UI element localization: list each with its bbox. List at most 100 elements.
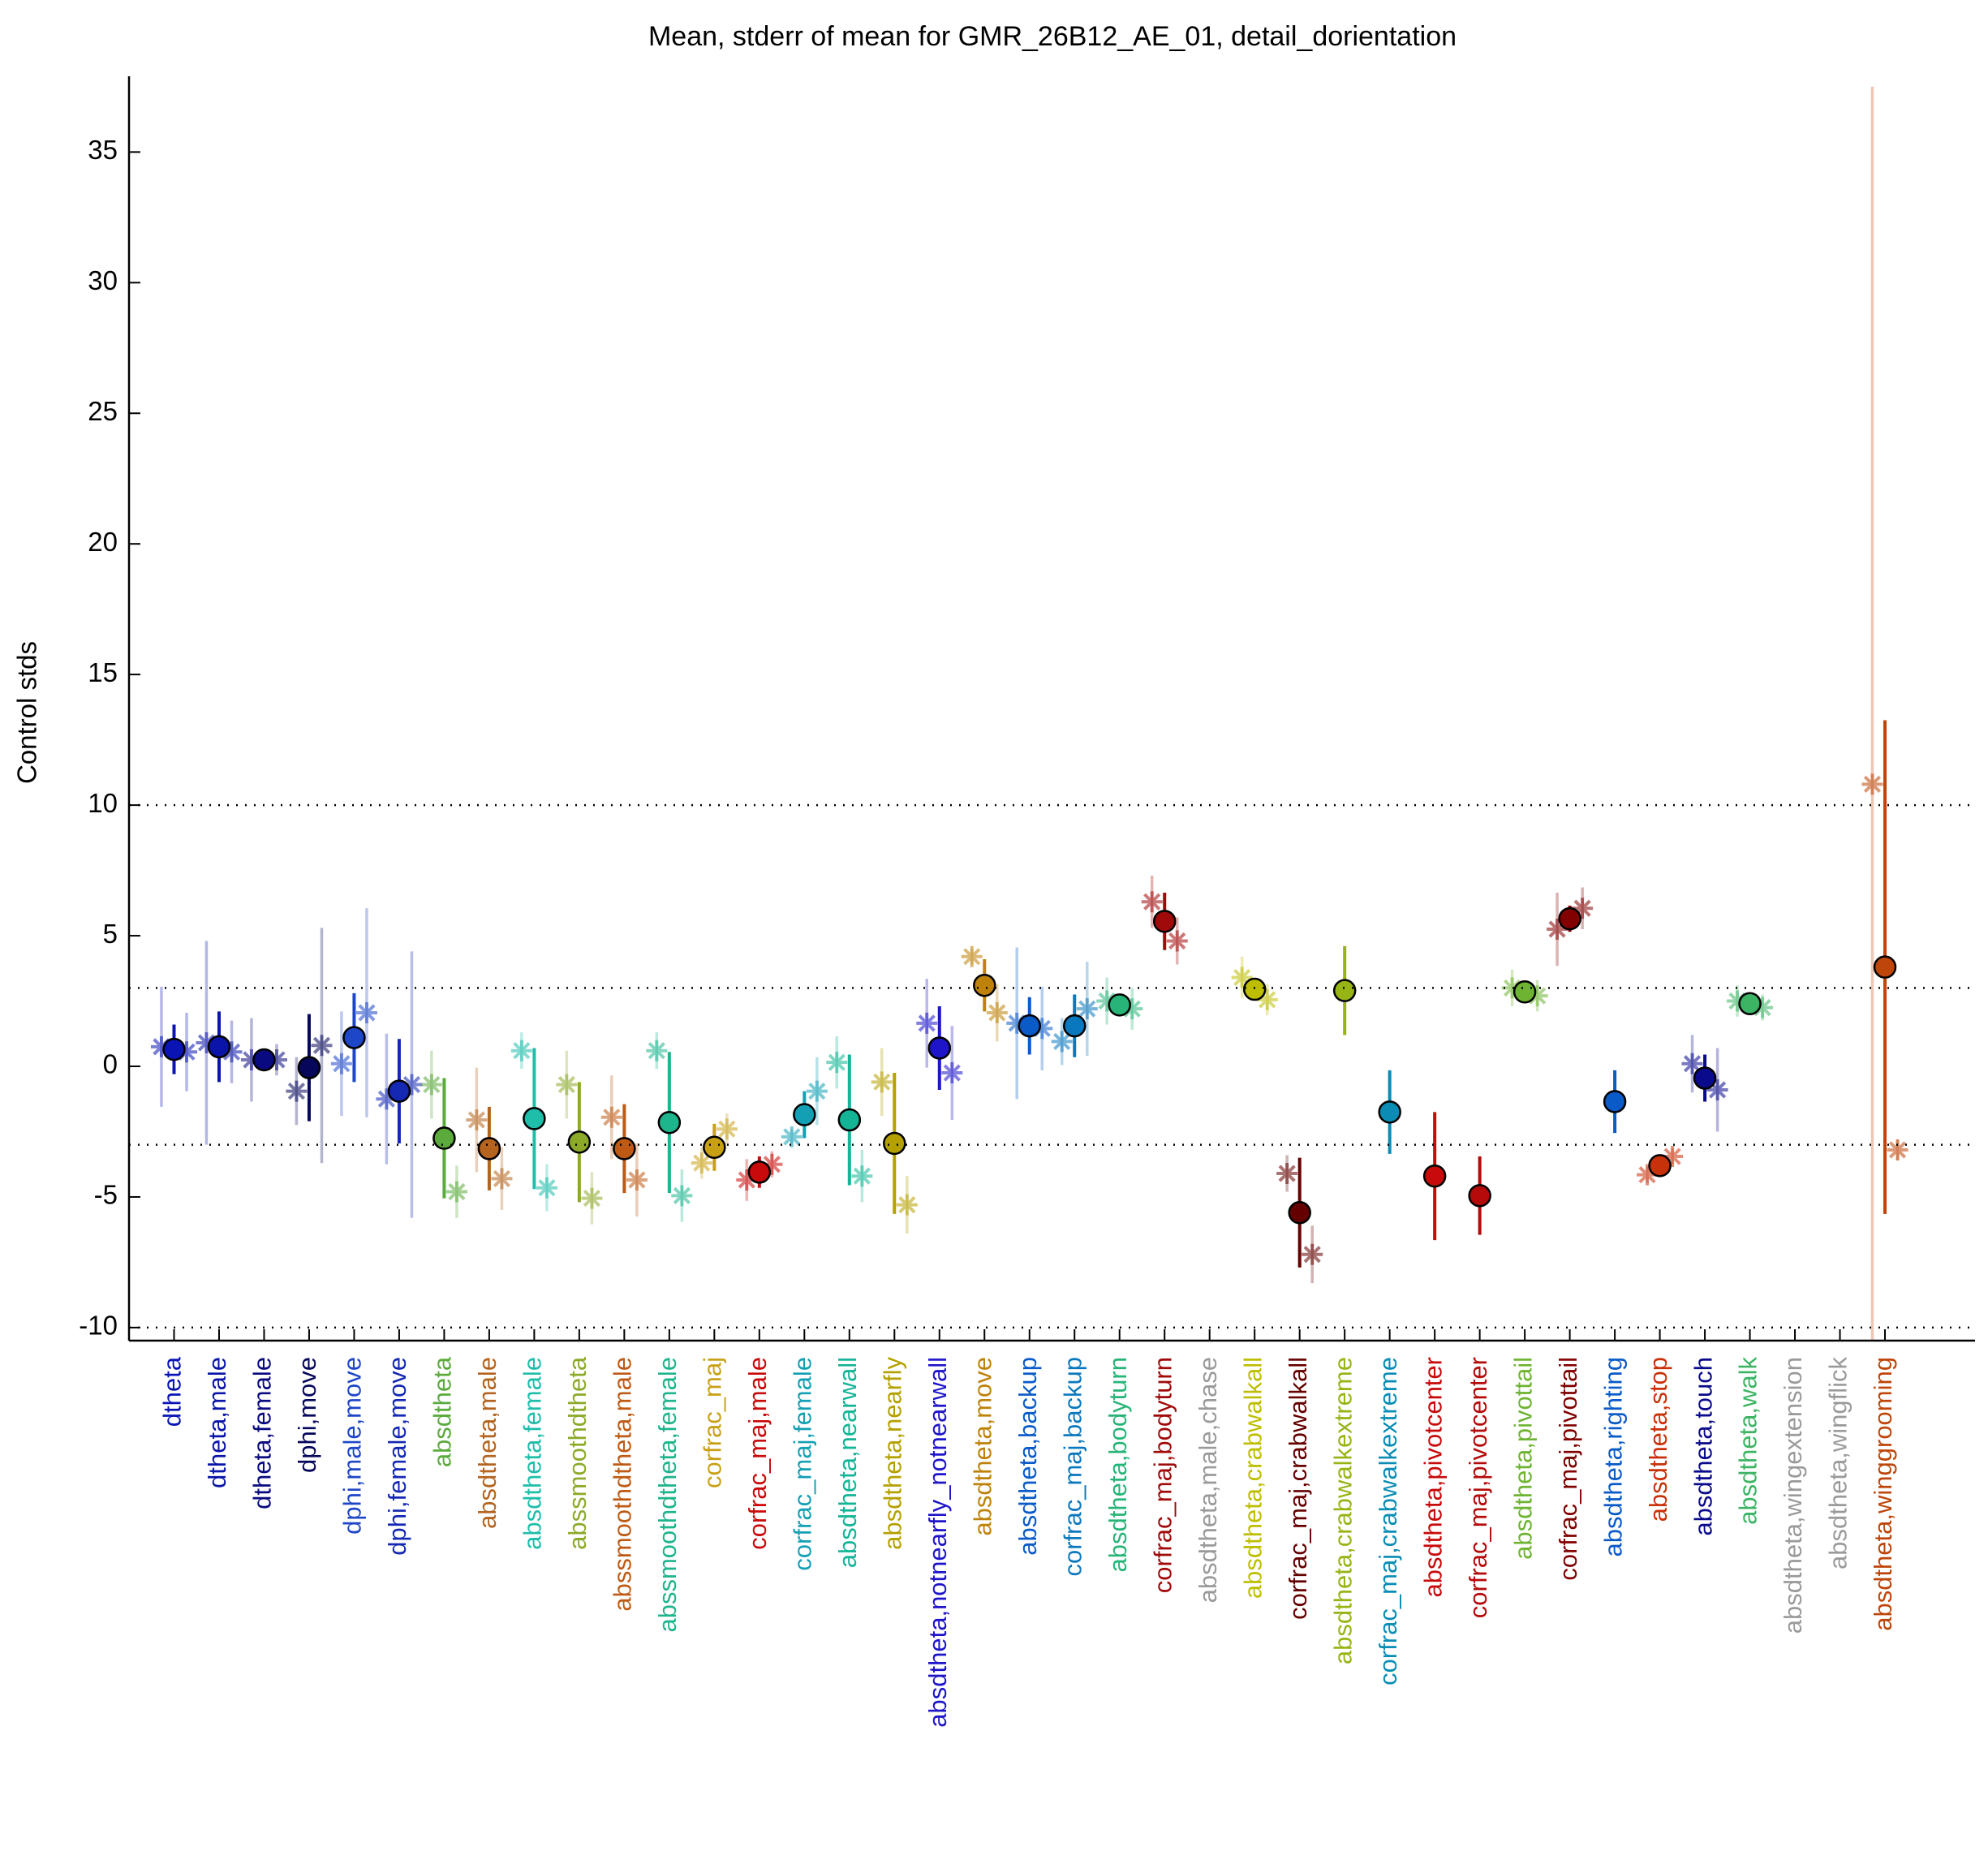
left-marker xyxy=(1637,1164,1659,1186)
left-marker xyxy=(286,1080,308,1102)
right-marker xyxy=(491,1168,513,1190)
left-marker xyxy=(1006,1012,1028,1034)
x-tick-label: corfrac_maj,pivotcenter xyxy=(1464,1357,1492,1618)
left-marker xyxy=(691,1152,712,1174)
x-tick-label: absdtheta,crabwalkall xyxy=(1238,1357,1267,1599)
right-marker xyxy=(806,1080,828,1102)
left-marker xyxy=(1547,919,1568,941)
x-tick-label: absdtheta,notnearfly_notnearwall xyxy=(923,1357,952,1728)
mean-marker xyxy=(613,1137,636,1160)
x-tick-label: absdtheta,righting xyxy=(1599,1357,1627,1556)
x-tick-label: abssmoothdtheta xyxy=(563,1356,592,1550)
x-tick-label: absdtheta,touch xyxy=(1689,1357,1717,1536)
right-marker xyxy=(896,1194,918,1216)
right-marker xyxy=(1031,1018,1053,1040)
right-marker xyxy=(1887,1139,1908,1161)
right-marker xyxy=(401,1074,423,1096)
x-tick-label: absdtheta,move xyxy=(968,1357,996,1536)
right-marker xyxy=(1121,998,1143,1020)
x-tick-label: corfrac_maj,pivottail xyxy=(1554,1357,1582,1581)
right-marker xyxy=(1526,985,1548,1007)
mean-marker xyxy=(1018,1014,1042,1038)
right-marker xyxy=(581,1187,603,1209)
mean-marker xyxy=(567,1130,592,1154)
left-marker xyxy=(1141,891,1163,913)
mean-marker xyxy=(1152,910,1177,933)
right-marker xyxy=(1572,898,1594,919)
left-marker xyxy=(196,1032,217,1054)
left-marker xyxy=(376,1088,398,1110)
left-marker xyxy=(510,1040,532,1061)
mean-marker xyxy=(207,1035,231,1059)
x-tick-label: abssmoothdtheta,male xyxy=(609,1357,637,1612)
x-tick-label: corfrac_maj,crabwalkextreme xyxy=(1374,1357,1402,1686)
left-marker xyxy=(1681,1053,1703,1074)
left-marker xyxy=(1051,1031,1073,1053)
plot-area xyxy=(150,86,1908,1341)
y-tick-label: 20 xyxy=(88,527,118,557)
mean-marker xyxy=(162,1037,186,1061)
mean-marker xyxy=(432,1126,456,1150)
y-tick-label: 5 xyxy=(103,919,118,949)
mean-marker xyxy=(657,1110,682,1135)
x-tick-label: absdtheta,backup xyxy=(1013,1357,1042,1556)
mean-marker xyxy=(387,1079,411,1103)
x-tick-label: corfrac_maj,bodyturn xyxy=(1148,1357,1177,1593)
right-marker xyxy=(536,1177,557,1199)
y-tick-label: 15 xyxy=(88,657,118,687)
mean-marker xyxy=(1062,1014,1087,1038)
right-marker xyxy=(1166,930,1188,952)
mean-marker xyxy=(1873,955,1897,979)
y-tick-label: 35 xyxy=(88,135,118,165)
mean-marker xyxy=(1468,1184,1491,1208)
mean-marker xyxy=(883,1131,906,1156)
left-marker xyxy=(646,1040,668,1061)
y-tick-label: -5 xyxy=(94,1180,118,1210)
x-tick-label: absdtheta,crabwalkextreme xyxy=(1328,1357,1357,1664)
x-tick-label: absdtheta xyxy=(428,1356,457,1467)
left-marker xyxy=(1727,990,1749,1012)
chart-title: Mean, stderr of mean for GMR_26B12_AE_01… xyxy=(648,21,1457,52)
x-tick-label: absdtheta,nearwall xyxy=(833,1357,862,1568)
x-tick-label: corfrac_maj,crabwalkall xyxy=(1284,1357,1312,1620)
mean-marker xyxy=(342,1026,366,1049)
mean-marker xyxy=(297,1056,321,1079)
x-tick-label: abssmoothdtheta,female xyxy=(653,1357,682,1633)
x-tick-label: corfrac_maj,female xyxy=(789,1357,817,1571)
x-tick-label: absdtheta,male xyxy=(473,1357,501,1529)
mean-marker xyxy=(1108,993,1131,1017)
left-marker xyxy=(916,1012,938,1034)
left-marker xyxy=(1501,977,1523,999)
mean-marker xyxy=(1242,977,1267,1001)
mean-marker xyxy=(1422,1164,1447,1188)
mean-marker xyxy=(1332,979,1357,1002)
left-marker xyxy=(871,1071,893,1093)
right-marker xyxy=(1706,1079,1728,1100)
mean-marker xyxy=(703,1135,726,1160)
y-axis-label: Control stds xyxy=(12,641,42,784)
x-tick-label: absdtheta,wingextension xyxy=(1779,1357,1807,1634)
right-marker xyxy=(176,1041,198,1063)
x-tick-label: absdtheta,pivottail xyxy=(1508,1357,1537,1560)
right-marker xyxy=(1256,988,1278,1010)
x-tick-label: absdtheta,female xyxy=(519,1357,547,1550)
right-marker xyxy=(266,1048,287,1070)
right-marker xyxy=(761,1153,783,1175)
x-tick-label: dphi,male,move xyxy=(338,1357,367,1535)
x-tick-label: dtheta,male xyxy=(203,1357,231,1488)
x-tick-label: absdtheta,winggrooming xyxy=(1869,1357,1897,1631)
right-marker xyxy=(445,1181,467,1203)
right-marker xyxy=(311,1035,333,1057)
right-marker xyxy=(716,1118,738,1140)
mean-marker xyxy=(1378,1100,1401,1124)
mean-marker xyxy=(523,1107,546,1130)
right-marker xyxy=(626,1169,648,1191)
mean-marker xyxy=(1738,992,1762,1015)
x-tick-label: absdtheta,male,chase xyxy=(1194,1357,1222,1603)
left-marker xyxy=(466,1109,488,1130)
left-marker xyxy=(1276,1162,1298,1184)
left-marker xyxy=(150,1035,172,1057)
right-marker xyxy=(1752,997,1774,1018)
